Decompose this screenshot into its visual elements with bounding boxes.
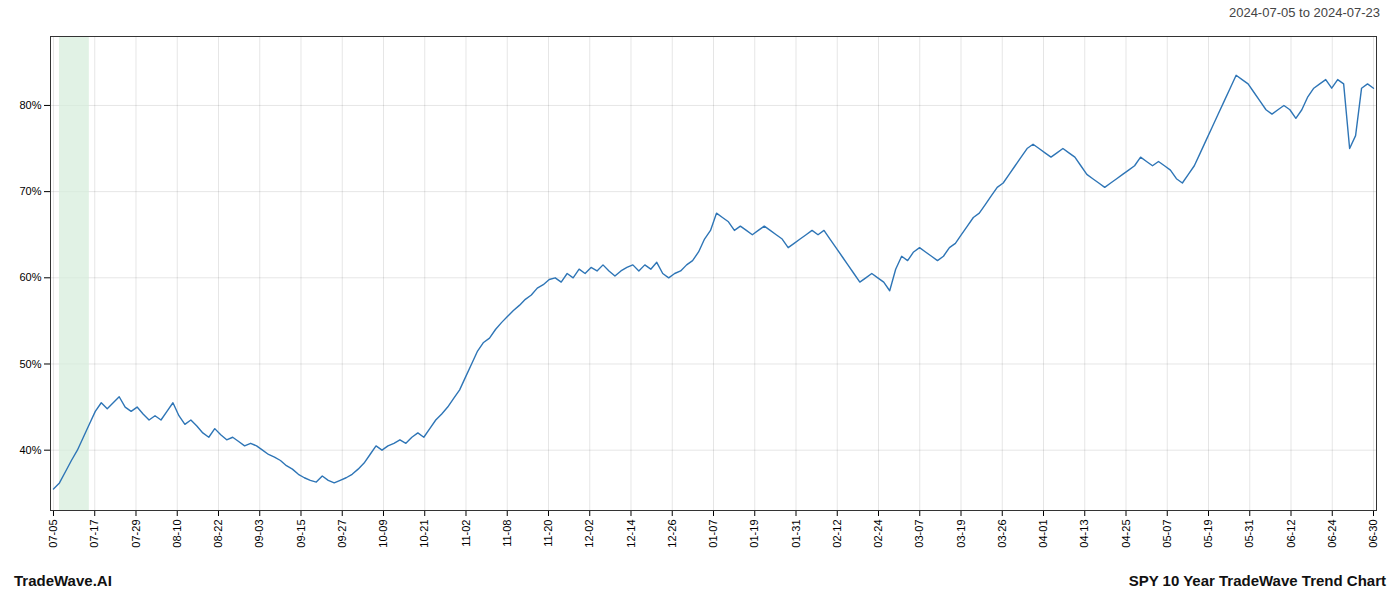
svg-text:03-19: 03-19 xyxy=(955,520,967,548)
svg-text:07-05: 07-05 xyxy=(47,520,59,548)
svg-text:11-20: 11-20 xyxy=(542,520,554,547)
svg-text:80%: 80% xyxy=(19,99,41,111)
svg-text:09-15: 09-15 xyxy=(295,520,307,548)
svg-text:01-31: 01-31 xyxy=(790,520,802,548)
svg-text:05-19: 05-19 xyxy=(1202,520,1214,548)
svg-text:50%: 50% xyxy=(19,358,41,370)
svg-text:05-07: 05-07 xyxy=(1161,520,1173,548)
html-text:SPY 10 Year TradeWave Trend Ch: SPY 10 Year TradeWave Trend Chart xyxy=(1128,571,1386,589)
svg-text:08-10: 08-10 xyxy=(171,520,183,548)
svg-text:11-02: 11-02 xyxy=(460,520,472,547)
svg-text:06-30: 06-30 xyxy=(1367,520,1379,548)
svg-text:02-12: 02-12 xyxy=(831,520,843,548)
svg-text:01-19: 01-19 xyxy=(748,520,760,548)
svg-text:07-17: 07-17 xyxy=(88,520,100,548)
svg-text:12-14: 12-14 xyxy=(625,520,637,548)
svg-text:04-25: 04-25 xyxy=(1120,520,1132,548)
svg-text:10-21: 10-21 xyxy=(418,520,430,548)
svg-text:09-03: 09-03 xyxy=(253,520,265,548)
svg-text:02-24: 02-24 xyxy=(872,520,884,548)
svg-text:07-29: 07-29 xyxy=(130,520,142,548)
svg-text:04-01: 04-01 xyxy=(1037,520,1049,548)
svg-text:12-26: 12-26 xyxy=(666,520,678,548)
svg-text:06-12: 06-12 xyxy=(1285,520,1297,548)
html-text:2024-07-05 to 2024-07-23: 2024-07-05 to 2024-07-23 xyxy=(1228,4,1380,20)
svg-text:04-13: 04-13 xyxy=(1078,520,1090,548)
svg-text:10-09: 10-09 xyxy=(377,520,389,548)
svg-text:03-26: 03-26 xyxy=(996,520,1008,548)
svg-text:01-07: 01-07 xyxy=(707,520,719,548)
svg-text:05-31: 05-31 xyxy=(1243,520,1255,548)
svg-text:11-08: 11-08 xyxy=(501,520,513,547)
svg-text:09-27: 09-27 xyxy=(336,520,348,548)
svg-text:70%: 70% xyxy=(19,185,41,197)
svg-text:06-24: 06-24 xyxy=(1326,520,1338,548)
svg-text:08-22: 08-22 xyxy=(212,520,224,548)
svg-text:40%: 40% xyxy=(19,444,41,456)
html-text:TradeWave.AI: TradeWave.AI xyxy=(14,571,112,589)
svg-text:03-07: 03-07 xyxy=(913,520,925,548)
svg-text:60%: 60% xyxy=(19,271,41,283)
svg-text:12-02: 12-02 xyxy=(583,520,595,548)
